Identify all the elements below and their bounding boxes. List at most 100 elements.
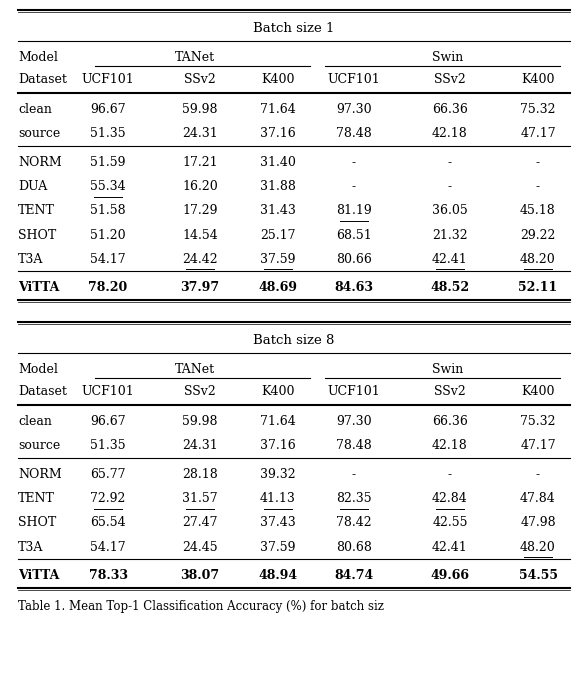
Text: T3A: T3A bbox=[18, 541, 44, 554]
Text: 59.98: 59.98 bbox=[182, 415, 218, 428]
Text: 16.20: 16.20 bbox=[182, 180, 218, 193]
Text: 66.36: 66.36 bbox=[432, 103, 468, 116]
Text: -: - bbox=[352, 156, 356, 169]
Text: 78.48: 78.48 bbox=[336, 440, 372, 452]
Text: SSv2: SSv2 bbox=[434, 74, 466, 87]
Text: 81.19: 81.19 bbox=[336, 204, 372, 217]
Text: K400: K400 bbox=[521, 385, 554, 398]
Text: 82.35: 82.35 bbox=[336, 492, 372, 505]
Text: -: - bbox=[536, 180, 540, 193]
Text: 65.77: 65.77 bbox=[90, 468, 126, 481]
Text: source: source bbox=[18, 127, 60, 140]
Text: 21.32: 21.32 bbox=[432, 228, 468, 241]
Text: TANet: TANet bbox=[175, 363, 215, 376]
Text: 75.32: 75.32 bbox=[520, 103, 556, 116]
Text: -: - bbox=[448, 468, 452, 481]
Text: 47.17: 47.17 bbox=[520, 440, 556, 452]
Text: 65.54: 65.54 bbox=[90, 516, 126, 529]
Text: 75.32: 75.32 bbox=[520, 415, 556, 428]
Text: 42.41: 42.41 bbox=[432, 541, 468, 554]
Text: 31.88: 31.88 bbox=[260, 180, 296, 193]
Text: 42.41: 42.41 bbox=[432, 252, 468, 266]
Text: 55.34: 55.34 bbox=[90, 180, 126, 193]
Text: 24.31: 24.31 bbox=[182, 127, 218, 140]
Text: 17.21: 17.21 bbox=[182, 156, 218, 169]
Text: 41.13: 41.13 bbox=[260, 492, 296, 505]
Text: 47.98: 47.98 bbox=[520, 516, 556, 529]
Text: Model: Model bbox=[18, 51, 58, 64]
Text: 48.52: 48.52 bbox=[430, 281, 470, 294]
Text: 27.47: 27.47 bbox=[182, 516, 218, 529]
Text: 29.22: 29.22 bbox=[520, 228, 556, 241]
Text: 71.64: 71.64 bbox=[260, 415, 296, 428]
Text: UCF101: UCF101 bbox=[328, 74, 380, 87]
Text: 47.84: 47.84 bbox=[520, 492, 556, 505]
Text: 84.74: 84.74 bbox=[335, 569, 373, 582]
Text: Batch size 1: Batch size 1 bbox=[253, 22, 335, 35]
Text: 17.29: 17.29 bbox=[182, 204, 218, 217]
Text: ViTTA: ViTTA bbox=[18, 569, 59, 582]
Text: TENT: TENT bbox=[18, 204, 55, 217]
Text: 51.20: 51.20 bbox=[90, 228, 126, 241]
Text: NORM: NORM bbox=[18, 468, 62, 481]
Text: 37.59: 37.59 bbox=[260, 541, 296, 554]
Text: 80.68: 80.68 bbox=[336, 541, 372, 554]
Text: Dataset: Dataset bbox=[18, 385, 67, 398]
Text: 24.31: 24.31 bbox=[182, 440, 218, 452]
Text: source: source bbox=[18, 440, 60, 452]
Text: 54.17: 54.17 bbox=[90, 252, 126, 266]
Text: 39.32: 39.32 bbox=[260, 468, 296, 481]
Text: -: - bbox=[536, 156, 540, 169]
Text: Batch size 8: Batch size 8 bbox=[253, 334, 335, 347]
Text: K400: K400 bbox=[261, 385, 295, 398]
Text: UCF101: UCF101 bbox=[328, 385, 380, 398]
Text: 97.30: 97.30 bbox=[336, 103, 372, 116]
Text: 51.58: 51.58 bbox=[90, 204, 126, 217]
Text: 52.11: 52.11 bbox=[519, 281, 557, 294]
Text: 51.35: 51.35 bbox=[90, 440, 126, 452]
Text: TENT: TENT bbox=[18, 492, 55, 505]
Text: -: - bbox=[536, 468, 540, 481]
Text: Model: Model bbox=[18, 363, 58, 376]
Text: 42.84: 42.84 bbox=[432, 492, 468, 505]
Text: 78.48: 78.48 bbox=[336, 127, 372, 140]
Text: -: - bbox=[352, 468, 356, 481]
Text: clean: clean bbox=[18, 415, 52, 428]
Text: 59.98: 59.98 bbox=[182, 103, 218, 116]
Text: 78.20: 78.20 bbox=[88, 281, 128, 294]
Text: 48.69: 48.69 bbox=[259, 281, 298, 294]
Text: 78.33: 78.33 bbox=[89, 569, 128, 582]
Text: 48.20: 48.20 bbox=[520, 252, 556, 266]
Text: 51.59: 51.59 bbox=[90, 156, 126, 169]
Text: clean: clean bbox=[18, 103, 52, 116]
Text: 31.40: 31.40 bbox=[260, 156, 296, 169]
Text: 80.66: 80.66 bbox=[336, 252, 372, 266]
Text: -: - bbox=[448, 156, 452, 169]
Text: K400: K400 bbox=[261, 74, 295, 87]
Text: 37.43: 37.43 bbox=[260, 516, 296, 529]
Text: 24.42: 24.42 bbox=[182, 252, 218, 266]
Text: 71.64: 71.64 bbox=[260, 103, 296, 116]
Text: 28.18: 28.18 bbox=[182, 468, 218, 481]
Text: -: - bbox=[352, 180, 356, 193]
Text: 31.57: 31.57 bbox=[182, 492, 218, 505]
Text: 24.45: 24.45 bbox=[182, 541, 218, 554]
Text: 49.66: 49.66 bbox=[430, 569, 469, 582]
Text: Swin: Swin bbox=[432, 363, 463, 376]
Text: 84.63: 84.63 bbox=[335, 281, 373, 294]
Text: 47.17: 47.17 bbox=[520, 127, 556, 140]
Text: UCF101: UCF101 bbox=[82, 74, 135, 87]
Text: 42.18: 42.18 bbox=[432, 440, 468, 452]
Text: 25.17: 25.17 bbox=[260, 228, 296, 241]
Text: 48.20: 48.20 bbox=[520, 541, 556, 554]
Text: Swin: Swin bbox=[432, 51, 463, 64]
Text: 54.17: 54.17 bbox=[90, 541, 126, 554]
Text: 51.35: 51.35 bbox=[90, 127, 126, 140]
Text: 37.16: 37.16 bbox=[260, 127, 296, 140]
Text: 54.55: 54.55 bbox=[519, 569, 557, 582]
Text: Table 1. Mean Top-1 Classification Accuracy (%) for batch siz: Table 1. Mean Top-1 Classification Accur… bbox=[18, 600, 384, 613]
Text: 96.67: 96.67 bbox=[90, 415, 126, 428]
Text: SHOT: SHOT bbox=[18, 228, 56, 241]
Text: 48.94: 48.94 bbox=[259, 569, 298, 582]
Text: SSv2: SSv2 bbox=[434, 385, 466, 398]
